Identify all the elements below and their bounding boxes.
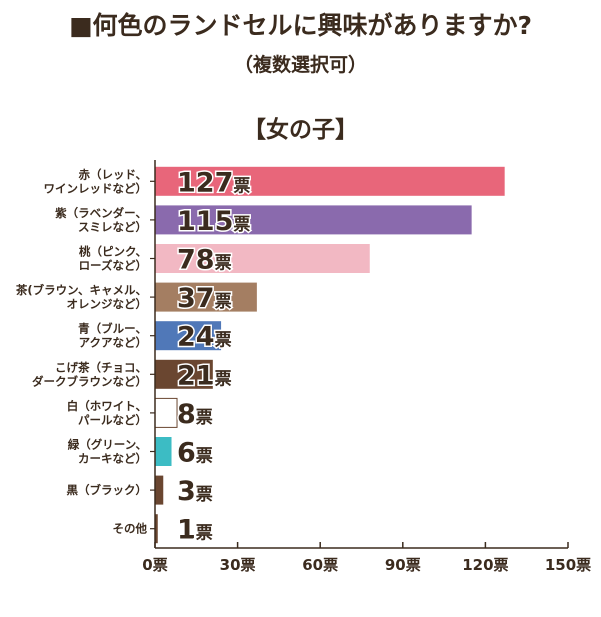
category-label-1: 紫（ラベンダー、スミレなど） <box>55 206 147 234</box>
value-label-1: 115票 <box>177 206 250 237</box>
bar-0 <box>155 166 505 196</box>
value-label-4: 24票 <box>177 322 232 353</box>
category-label-8: 黒（ブラック） <box>67 483 148 497</box>
group-label: 【女の子】 <box>243 117 358 143</box>
bar-7 <box>155 437 172 466</box>
x-tick-label-4: 120票 <box>462 556 508 574</box>
bar-6 <box>154 397 178 428</box>
category-label-5: こげ茶（チョコ、ダークブラウンなど） <box>32 360 147 388</box>
bar-3 <box>155 282 257 312</box>
category-label-6: 白（ホワイト、パールなど） <box>67 399 147 427</box>
bar-1 <box>155 205 472 235</box>
x-tick-label-5: 150票 <box>545 556 591 574</box>
value-label-8: 3票 <box>177 476 213 507</box>
x-tick-label-0: 0票 <box>142 556 167 574</box>
x-tick-label-1: 30票 <box>220 556 256 574</box>
value-label-6: 8票 <box>177 399 213 430</box>
bar-4 <box>155 321 222 351</box>
value-label-7: 6票 <box>177 438 213 469</box>
x-tick-label-2: 60票 <box>302 556 338 574</box>
category-label-9: その他 <box>113 522 148 536</box>
bar-8 <box>155 475 164 505</box>
bar-9 <box>155 514 158 544</box>
chart-subtitle: （複数選択可） <box>233 54 367 76</box>
category-label-7: 緑（グリーン、カーキなど） <box>68 438 147 466</box>
category-label-0: 赤（レッド、ワインレッドなど） <box>44 167 148 195</box>
value-label-3: 37票 <box>177 283 232 314</box>
x-tick-label-3: 90票 <box>385 556 421 574</box>
chart-title: ■何色のランドセルに興味がありますか? <box>68 11 533 40</box>
value-label-5: 21票 <box>177 360 232 391</box>
category-label-3: 茶(ブラウン、キャメル、オレンジなど） <box>15 283 147 311</box>
bar-5 <box>155 359 213 389</box>
category-label-2: 桃（ピンク、ローズなど） <box>79 245 147 273</box>
category-label-4: 青（ブルー、アクアなど） <box>78 322 147 350</box>
bar-2 <box>155 244 370 273</box>
value-label-0: 127票 <box>177 167 250 198</box>
value-label-2: 78票 <box>177 245 232 276</box>
value-label-9: 1票 <box>177 515 213 546</box>
